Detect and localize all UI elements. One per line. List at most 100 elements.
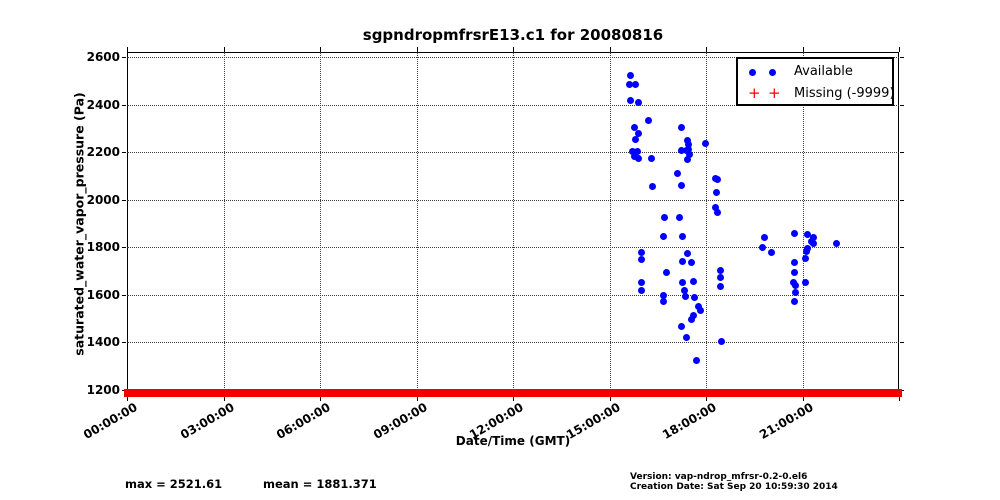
x-tick-mark: [609, 47, 611, 52]
data-point: [680, 286, 688, 294]
gridline-vertical: [320, 52, 321, 396]
x-tick-label: 18:00:00: [660, 400, 719, 442]
y-tick-mark: [900, 390, 904, 391]
x-tick-label: 06:00:00: [274, 400, 333, 442]
x-tick-mark: [609, 396, 611, 401]
y-tick-mark: [122, 342, 126, 344]
legend: Available + + Missing (-9999): [736, 57, 895, 106]
version-block: Version: vap-ndrop_mfrsr-0.2-0.el6 Creat…: [630, 472, 838, 492]
data-point: [690, 294, 698, 302]
data-point: [649, 183, 657, 191]
data-point: [701, 139, 709, 147]
data-point: [688, 258, 696, 266]
legend-item-available: Available: [738, 61, 892, 83]
x-tick-label: 09:00:00: [370, 400, 430, 442]
data-point: [711, 203, 719, 211]
missing-band-segment: [805, 389, 815, 397]
x-tick-mark: [127, 47, 128, 52]
data-point: [644, 117, 652, 125]
data-point: [678, 323, 686, 331]
data-point: [683, 136, 691, 144]
gridline-vertical: [706, 52, 707, 396]
legend-label-available: Available: [794, 64, 853, 79]
x-tick-mark: [899, 47, 900, 52]
data-point: [625, 80, 633, 88]
y-tick-label: 2200: [86, 145, 120, 160]
y-tick-mark: [122, 104, 126, 106]
data-point: [809, 240, 817, 248]
missing-band-segment: [709, 389, 796, 397]
x-tick-mark: [706, 47, 707, 52]
data-point: [695, 302, 703, 310]
x-tick-mark: [802, 396, 804, 401]
stats-column-2: mean = 1881.371 median = 1820.88 stdev =…: [263, 447, 381, 500]
y-tick-mark: [122, 294, 126, 296]
stats-column-1: max = 2521.61 min = 1325.06: [125, 447, 222, 500]
y-tick-label: 2000: [86, 192, 120, 207]
data-point: [761, 233, 769, 241]
data-point: [714, 176, 722, 184]
y-tick-label: 1400: [86, 335, 120, 350]
data-point: [626, 72, 634, 80]
legend-item-missing: + + Missing (-9999): [738, 83, 895, 105]
data-point: [678, 124, 686, 132]
data-point: [791, 288, 799, 296]
x-tick-label: 03:00:00: [177, 400, 237, 442]
data-point: [804, 231, 812, 239]
data-point: [632, 80, 640, 88]
data-point: [683, 250, 691, 258]
data-point: [713, 188, 721, 196]
y-tick-mark: [122, 199, 126, 201]
data-point: [790, 297, 798, 305]
available-dot-icon: [769, 69, 776, 76]
data-point: [833, 239, 841, 247]
x-axis-label: Date/Time (GMT): [455, 434, 571, 448]
data-point: [682, 334, 690, 342]
data-point: [790, 258, 798, 266]
y-tick-label: 1600: [86, 287, 120, 302]
data-point: [678, 147, 686, 155]
data-point: [681, 292, 689, 300]
x-tick-mark: [320, 396, 321, 401]
data-point: [679, 257, 687, 265]
missing-band-segment: [680, 389, 695, 397]
data-point: [634, 129, 642, 137]
data-point: [637, 256, 645, 264]
y-tick-mark: [122, 57, 126, 58]
data-point: [660, 291, 668, 299]
y-tick-mark: [900, 247, 904, 249]
data-point: [631, 124, 639, 132]
data-point: [809, 233, 817, 241]
data-point: [661, 213, 669, 221]
y-tick-mark: [122, 152, 126, 154]
y-tick-mark: [122, 247, 126, 249]
x-tick-mark: [223, 47, 225, 52]
data-point: [634, 154, 642, 162]
missing-plus-icon: +: [748, 84, 761, 102]
data-point: [688, 315, 696, 323]
y-tick-mark: [900, 294, 904, 296]
y-tick-label: 2600: [86, 50, 120, 64]
chart-title: sgpndropmfrsrE13.c1 for 20080816: [362, 26, 664, 44]
data-point: [697, 306, 705, 314]
data-point: [637, 279, 645, 287]
data-point: [632, 135, 640, 143]
data-point: [626, 96, 634, 104]
data-point: [686, 150, 694, 158]
data-point: [791, 281, 799, 289]
x-tick-mark: [416, 47, 418, 52]
data-point: [790, 229, 798, 237]
missing-band-segment: [655, 389, 684, 397]
data-point: [660, 298, 668, 306]
x-tick-mark: [899, 396, 900, 401]
data-point: [685, 140, 693, 148]
x-tick-mark: [320, 47, 321, 52]
x-tick-mark: [802, 47, 804, 52]
data-point: [679, 232, 687, 240]
data-point: [716, 274, 724, 282]
data-point: [648, 154, 656, 162]
data-point: [716, 266, 724, 274]
x-tick-mark: [706, 396, 707, 401]
y-tick-label: 1800: [86, 240, 120, 255]
